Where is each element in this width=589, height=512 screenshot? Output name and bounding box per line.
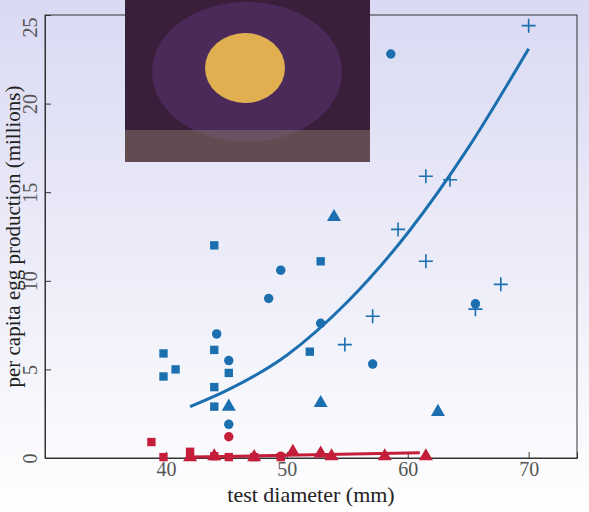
point [210,241,218,249]
photo-dish [125,130,370,162]
point [494,277,508,291]
y-tick-mark [45,15,51,16]
point [207,448,221,460]
x-tick-label: 70 [519,458,539,480]
point [222,399,236,411]
point [306,347,314,355]
point [522,19,536,33]
point [366,309,380,323]
point [210,383,218,391]
point [419,254,433,268]
point [159,372,167,380]
y-tick-mark [45,458,51,459]
point [386,49,395,58]
point [338,338,352,352]
point [210,346,218,354]
point [159,349,167,357]
point [183,449,197,461]
point [171,365,179,373]
point [264,294,273,303]
y-axis-line [46,16,52,459]
fit-line [190,453,420,457]
y-tick-mark [45,369,51,370]
point [431,404,445,416]
point [419,169,433,183]
photo-roe [205,33,285,103]
point [224,420,233,429]
x-axis-title: test diameter (mm) [227,482,394,507]
x-tick: 70 [519,452,539,480]
y-tick-label: 0 [19,454,41,464]
x-axis-line [46,452,578,459]
y-tick-mark [45,281,51,282]
point [327,209,341,221]
point [147,438,155,446]
y-tick: 25 [19,16,51,38]
point [210,402,218,410]
point [468,302,482,316]
point [276,265,285,274]
x-tick-mark [529,452,530,458]
point [316,257,324,265]
inset-photo [125,0,370,162]
y-axis-title: per capita egg production (millions) [1,85,25,387]
point [368,359,377,368]
point [314,395,328,407]
y-tick-mark [45,104,51,105]
x-tick-label: 50 [277,458,297,480]
photo-spines [152,2,342,142]
x-axis: 40 50 60 70 [46,452,578,480]
point [159,453,167,461]
photo-frame [125,0,370,162]
point [224,356,233,365]
point [391,222,405,236]
point [224,432,233,441]
x-tick-label: 40 [156,458,176,480]
x-tick: 40 [156,452,176,480]
x-tick: 60 [398,452,418,480]
y-tick: 0 [19,454,51,464]
background [0,0,589,512]
point [225,369,233,377]
point [419,448,433,460]
x-tick-label: 60 [398,458,418,480]
chart: 405060700510152025test diameter (mm)per … [0,0,589,512]
point [212,329,221,338]
y-tick-mark [45,192,51,193]
y-tick-label: 25 [19,18,41,38]
